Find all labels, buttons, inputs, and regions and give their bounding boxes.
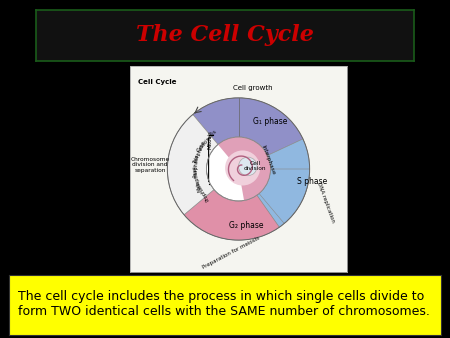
Wedge shape — [207, 161, 238, 171]
Wedge shape — [207, 152, 239, 169]
Text: DNA replication: DNA replication — [316, 182, 336, 223]
Text: Chromosome
division and
separation: Chromosome division and separation — [130, 156, 170, 173]
Wedge shape — [184, 169, 279, 240]
Wedge shape — [167, 115, 238, 215]
Wedge shape — [209, 169, 238, 190]
Text: Anaphase: Anaphase — [193, 153, 200, 177]
Wedge shape — [207, 169, 238, 181]
Text: Prophase: Prophase — [194, 180, 210, 202]
Text: Cell Cycle: Cell Cycle — [138, 79, 176, 85]
Wedge shape — [193, 98, 303, 169]
Text: Cell
division: Cell division — [244, 161, 266, 171]
Text: Interphase: Interphase — [261, 144, 276, 175]
Circle shape — [225, 150, 260, 186]
Text: The Cell Cycle: The Cell Cycle — [136, 24, 314, 47]
Text: Mitosis: Mitosis — [207, 130, 213, 148]
Wedge shape — [218, 137, 270, 200]
Wedge shape — [212, 145, 239, 169]
Wedge shape — [238, 139, 310, 227]
Text: G₁ phase: G₁ phase — [253, 117, 288, 126]
Wedge shape — [238, 169, 310, 223]
Text: S phase: S phase — [297, 177, 327, 186]
Text: Metaphase: Metaphase — [192, 165, 203, 192]
Text: Cytokinesis: Cytokinesis — [196, 129, 218, 153]
Circle shape — [238, 157, 257, 176]
Text: G₂ phase: G₂ phase — [229, 221, 264, 230]
Text: Cell growth: Cell growth — [233, 84, 273, 91]
Text: Preparation for meiosis: Preparation for meiosis — [201, 235, 260, 270]
Circle shape — [207, 137, 270, 201]
Text: The cell cycle includes the process in which single cells divide to
form TWO ide: The cell cycle includes the process in w… — [18, 290, 429, 318]
Text: Telophase: Telophase — [193, 140, 207, 165]
